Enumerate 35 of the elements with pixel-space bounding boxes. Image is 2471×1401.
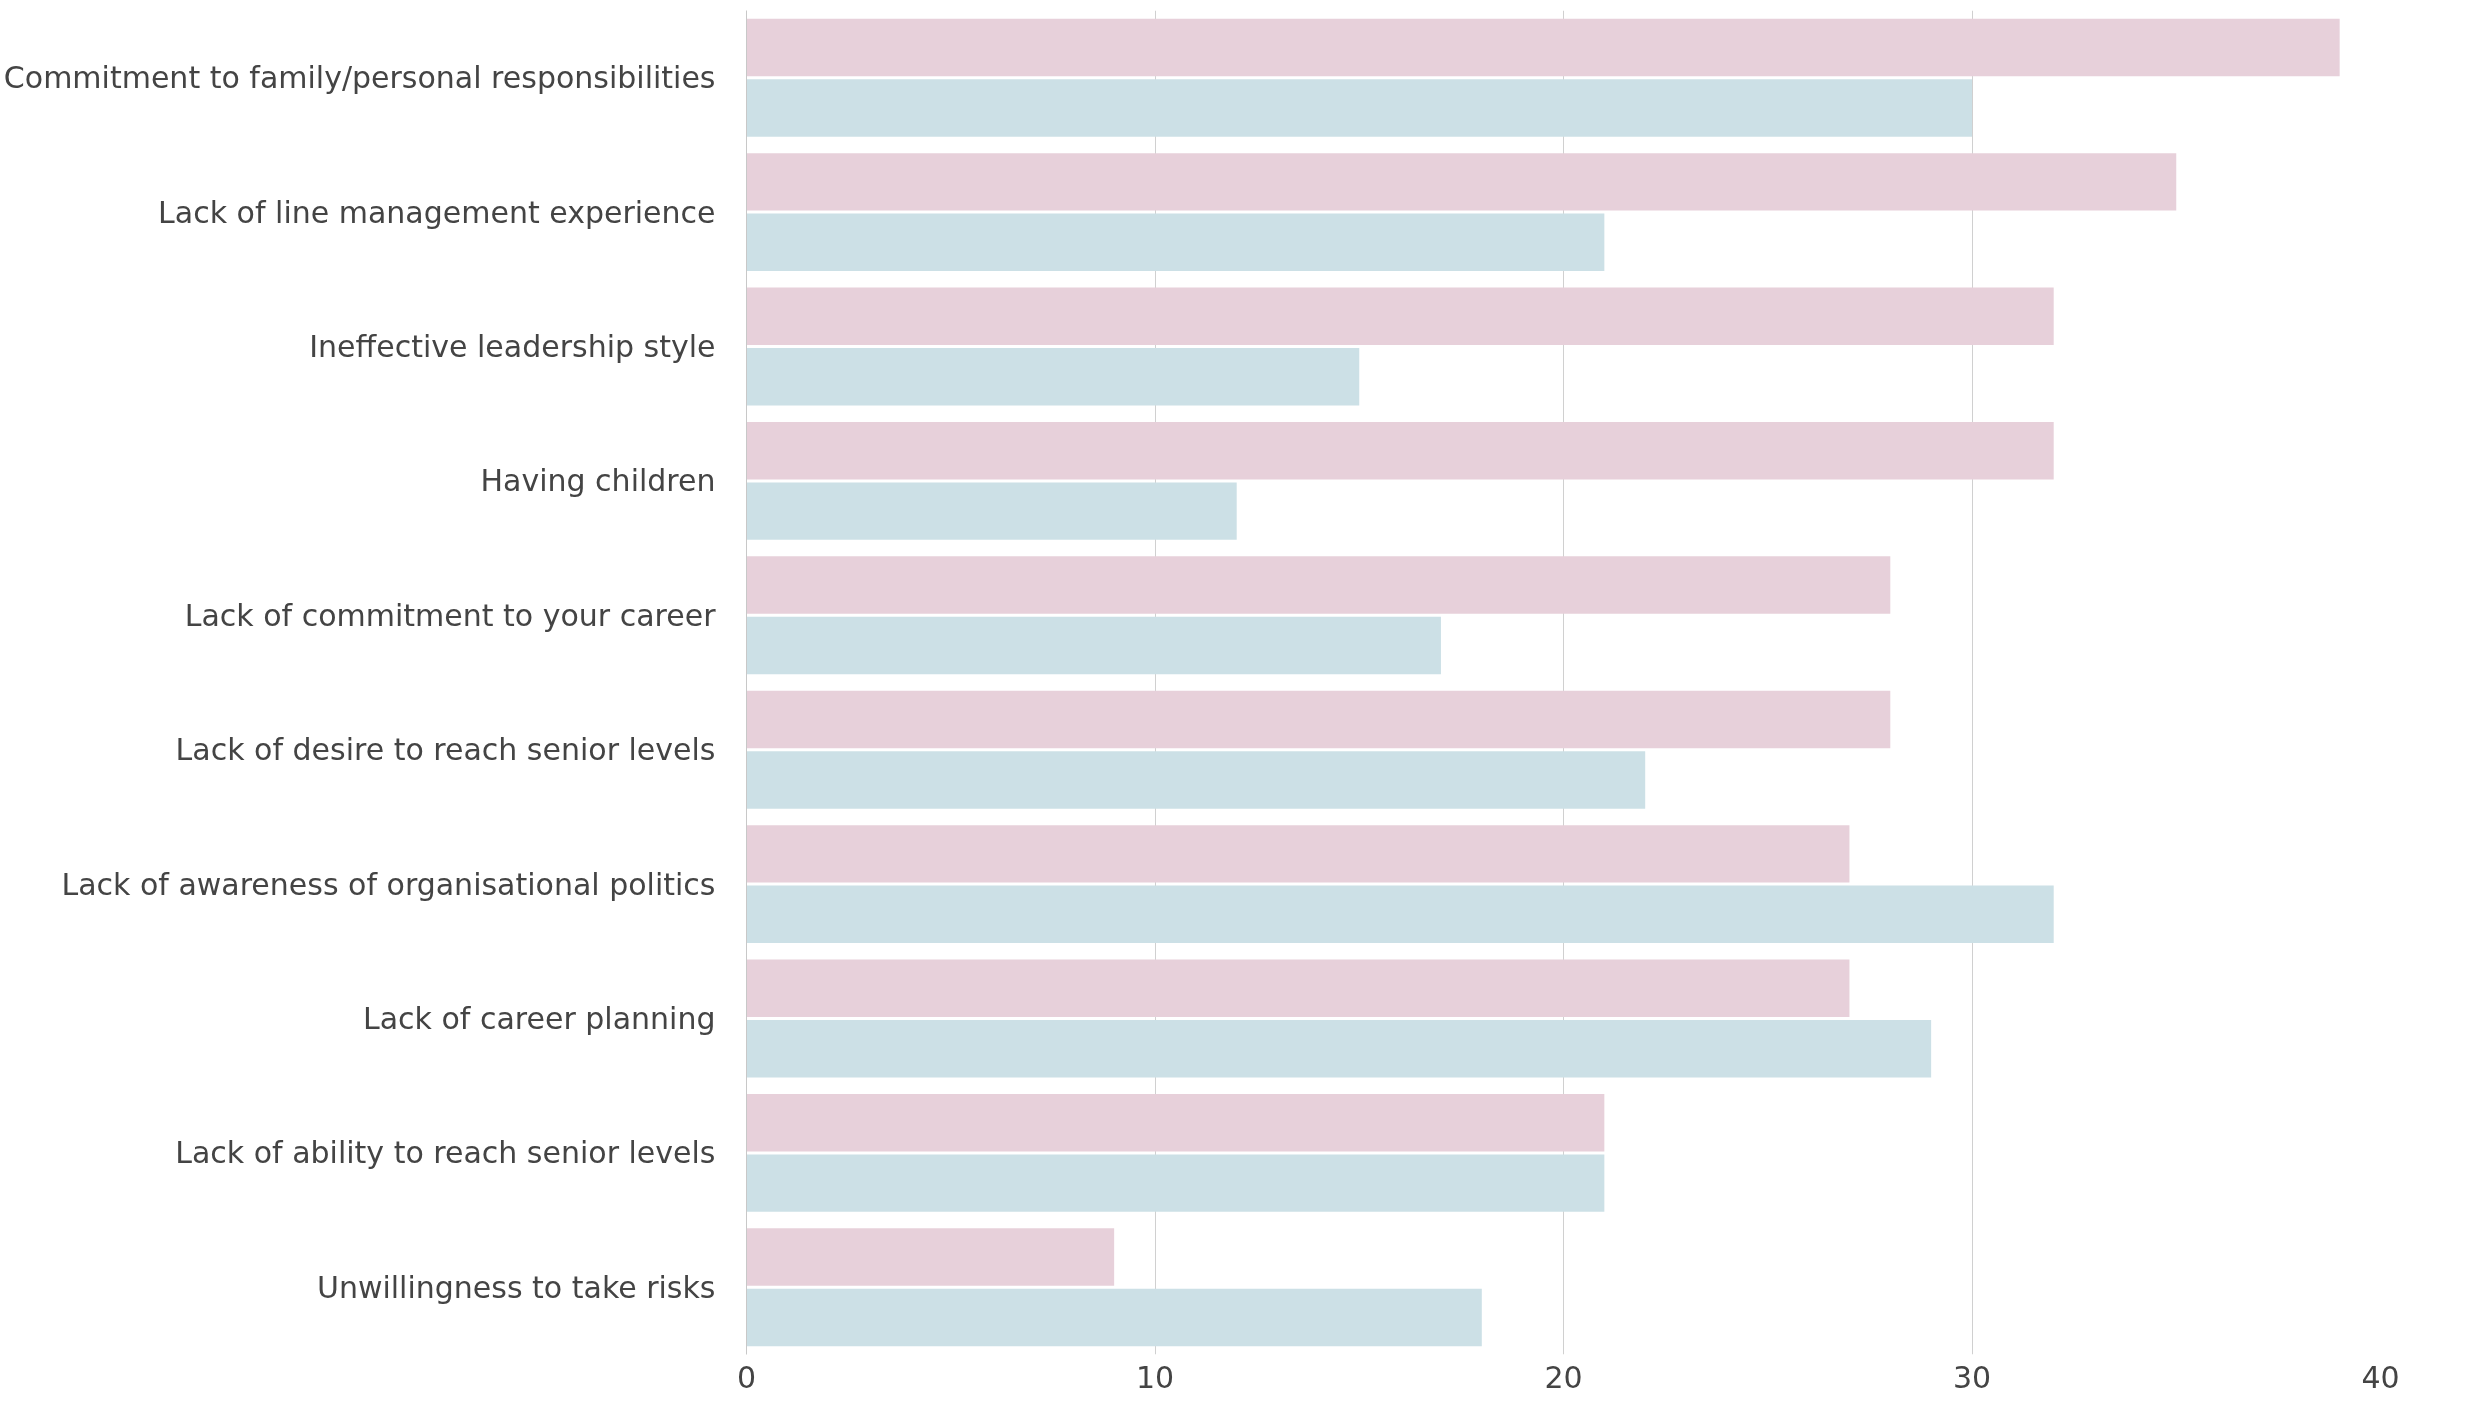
y-tick-label: Lack of commitment to your career — [184, 597, 717, 633]
bar — [746, 213, 1605, 272]
y-tick-label: Unwillingness to take risks — [316, 1269, 716, 1305]
bar — [746, 616, 1441, 675]
bar — [746, 18, 2340, 77]
bar — [746, 751, 1646, 809]
bar — [746, 153, 2177, 211]
bar — [746, 1020, 1932, 1078]
x-tick-label: 30 — [1952, 1359, 1992, 1395]
y-tick-label: Lack of career planning — [363, 1001, 716, 1036]
bar — [746, 556, 1891, 614]
bar — [746, 1093, 1605, 1152]
bar — [746, 482, 1237, 540]
bar — [746, 690, 1891, 749]
bar — [746, 959, 1850, 1017]
x-tick-label: 20 — [1544, 1359, 1583, 1395]
bar — [746, 825, 1850, 883]
bar — [746, 79, 1972, 137]
bar — [746, 421, 2054, 480]
y-tick-label: Lack of awareness of organisational politics — [61, 866, 716, 902]
y-tick-label: Lack of desire to reach senior levels — [175, 732, 716, 768]
bar — [746, 885, 2054, 944]
x-tick-label: 10 — [1135, 1359, 1175, 1395]
y-tick-label: Commitment to family/personal responsibilities — [3, 60, 716, 96]
y-tick-label: Lack of line management experience — [158, 194, 716, 230]
bar — [746, 1288, 1482, 1347]
y-tick-label: Having children — [480, 463, 716, 499]
bar — [746, 287, 2054, 345]
y-tick-label: Ineffective leadership style — [309, 329, 716, 364]
bar — [746, 1228, 1115, 1286]
bar — [746, 348, 1360, 406]
bar — [746, 1154, 1605, 1212]
x-tick-label: 40 — [2361, 1359, 2400, 1395]
y-tick-label: Lack of ability to reach senior levels — [175, 1135, 716, 1171]
x-tick-label: 0 — [736, 1359, 757, 1395]
